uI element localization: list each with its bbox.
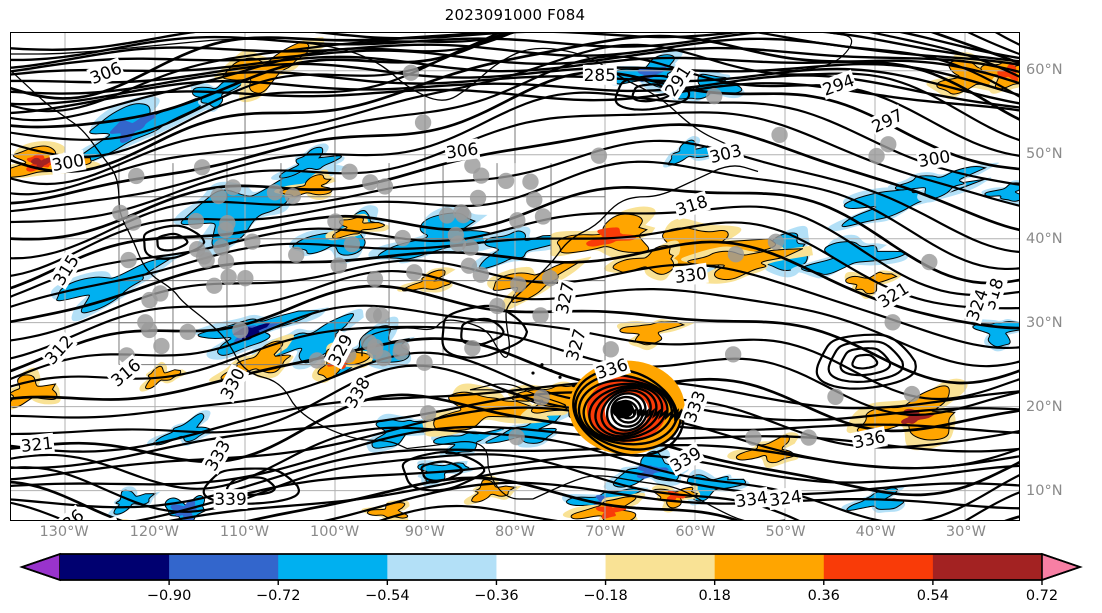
- colorbar-segment[interactable]: [278, 554, 388, 580]
- y-tick-label: 60°N: [1026, 61, 1063, 78]
- svg-text:334: 334: [734, 487, 769, 511]
- colorbar-segment[interactable]: [605, 554, 716, 580]
- x-tick-label: 30°W: [945, 524, 986, 540]
- colorbar-tick-label: 0.54: [916, 588, 950, 604]
- svg-text:303: 303: [707, 140, 743, 167]
- x-tick-label: 40°W: [855, 524, 896, 540]
- x-tick-label: 100°W: [310, 524, 360, 540]
- x-tick-label: 60°W: [675, 524, 716, 540]
- colorbar-swatches[interactable]: [0, 548, 1102, 586]
- svg-text:285: 285: [584, 65, 616, 85]
- svg-text:333: 333: [680, 388, 710, 425]
- colorbar-tick-label: 0.72: [1025, 588, 1059, 604]
- colorbar-tick-label: −0.18: [583, 588, 628, 604]
- colorbar-under-arrow: [19, 552, 61, 582]
- y-tick-label: 10°N: [1026, 483, 1063, 500]
- y-tick-label: 20°N: [1026, 399, 1063, 416]
- x-tick-label: 130°W: [39, 524, 89, 540]
- colorbar-over-arrow: [1041, 552, 1083, 582]
- colorbar-tick-label: −0.90: [146, 588, 192, 604]
- svg-text:324: 324: [768, 486, 803, 510]
- y-tick-label: 30°N: [1026, 314, 1063, 331]
- colorbar-segment[interactable]: [714, 554, 825, 580]
- x-tick-label: 90°W: [404, 524, 445, 540]
- svg-text:306: 306: [445, 138, 480, 162]
- svg-text:318: 318: [673, 191, 710, 220]
- svg-text:339: 339: [214, 489, 246, 509]
- svg-text:321: 321: [20, 433, 54, 456]
- svg-text:330: 330: [673, 263, 708, 287]
- observation-markers: [112, 64, 938, 446]
- colorbar-segment[interactable]: [60, 554, 170, 580]
- x-tick-label: 80°W: [494, 524, 536, 540]
- svg-text:316: 316: [107, 355, 145, 391]
- svg-text:300: 300: [916, 146, 951, 171]
- potential-temperature-contours: [11, 33, 1019, 520]
- tropical-cyclone-feature: [568, 360, 685, 457]
- map-plot-area[interactable]: 306 285 291 294 297 303 306 300 300 318 315 330 321 3…: [10, 32, 1020, 521]
- colorbar-segment[interactable]: [169, 554, 279, 580]
- colorbar-tick-label: 0.36: [807, 588, 840, 604]
- x-tick-label: 110°W: [219, 524, 270, 540]
- figure-title: 2023091000 F084: [444, 6, 586, 24]
- colorbar-tick-label: 0.18: [698, 588, 731, 604]
- y-tick-label: 40°N: [1026, 230, 1063, 247]
- svg-text:306: 306: [87, 58, 125, 89]
- colorbar-segment[interactable]: [496, 554, 607, 580]
- colorbar-segment[interactable]: [387, 554, 497, 580]
- colorbar-segment[interactable]: [823, 554, 934, 580]
- x-tick-label: 70°W: [585, 524, 626, 540]
- svg-text:333: 333: [201, 436, 235, 474]
- colorbar[interactable]: −0.90 −0.72 −0.54 −0.36 −0.18 0.18 0.36 0.54 0.7…: [0, 548, 1102, 613]
- x-tick-label: 50°W: [765, 524, 806, 540]
- colorbar-tick-label: −0.36: [474, 588, 519, 604]
- colorbar-segment[interactable]: [932, 554, 1043, 580]
- colorbar-tick-label: −0.72: [256, 588, 301, 604]
- x-tick-label: 120°W: [129, 524, 179, 540]
- svg-text:338: 338: [341, 374, 375, 412]
- y-tick-label: 50°N: [1026, 146, 1063, 163]
- svg-text:324: 324: [962, 286, 992, 323]
- colorbar-tick-label: −0.54: [365, 588, 410, 604]
